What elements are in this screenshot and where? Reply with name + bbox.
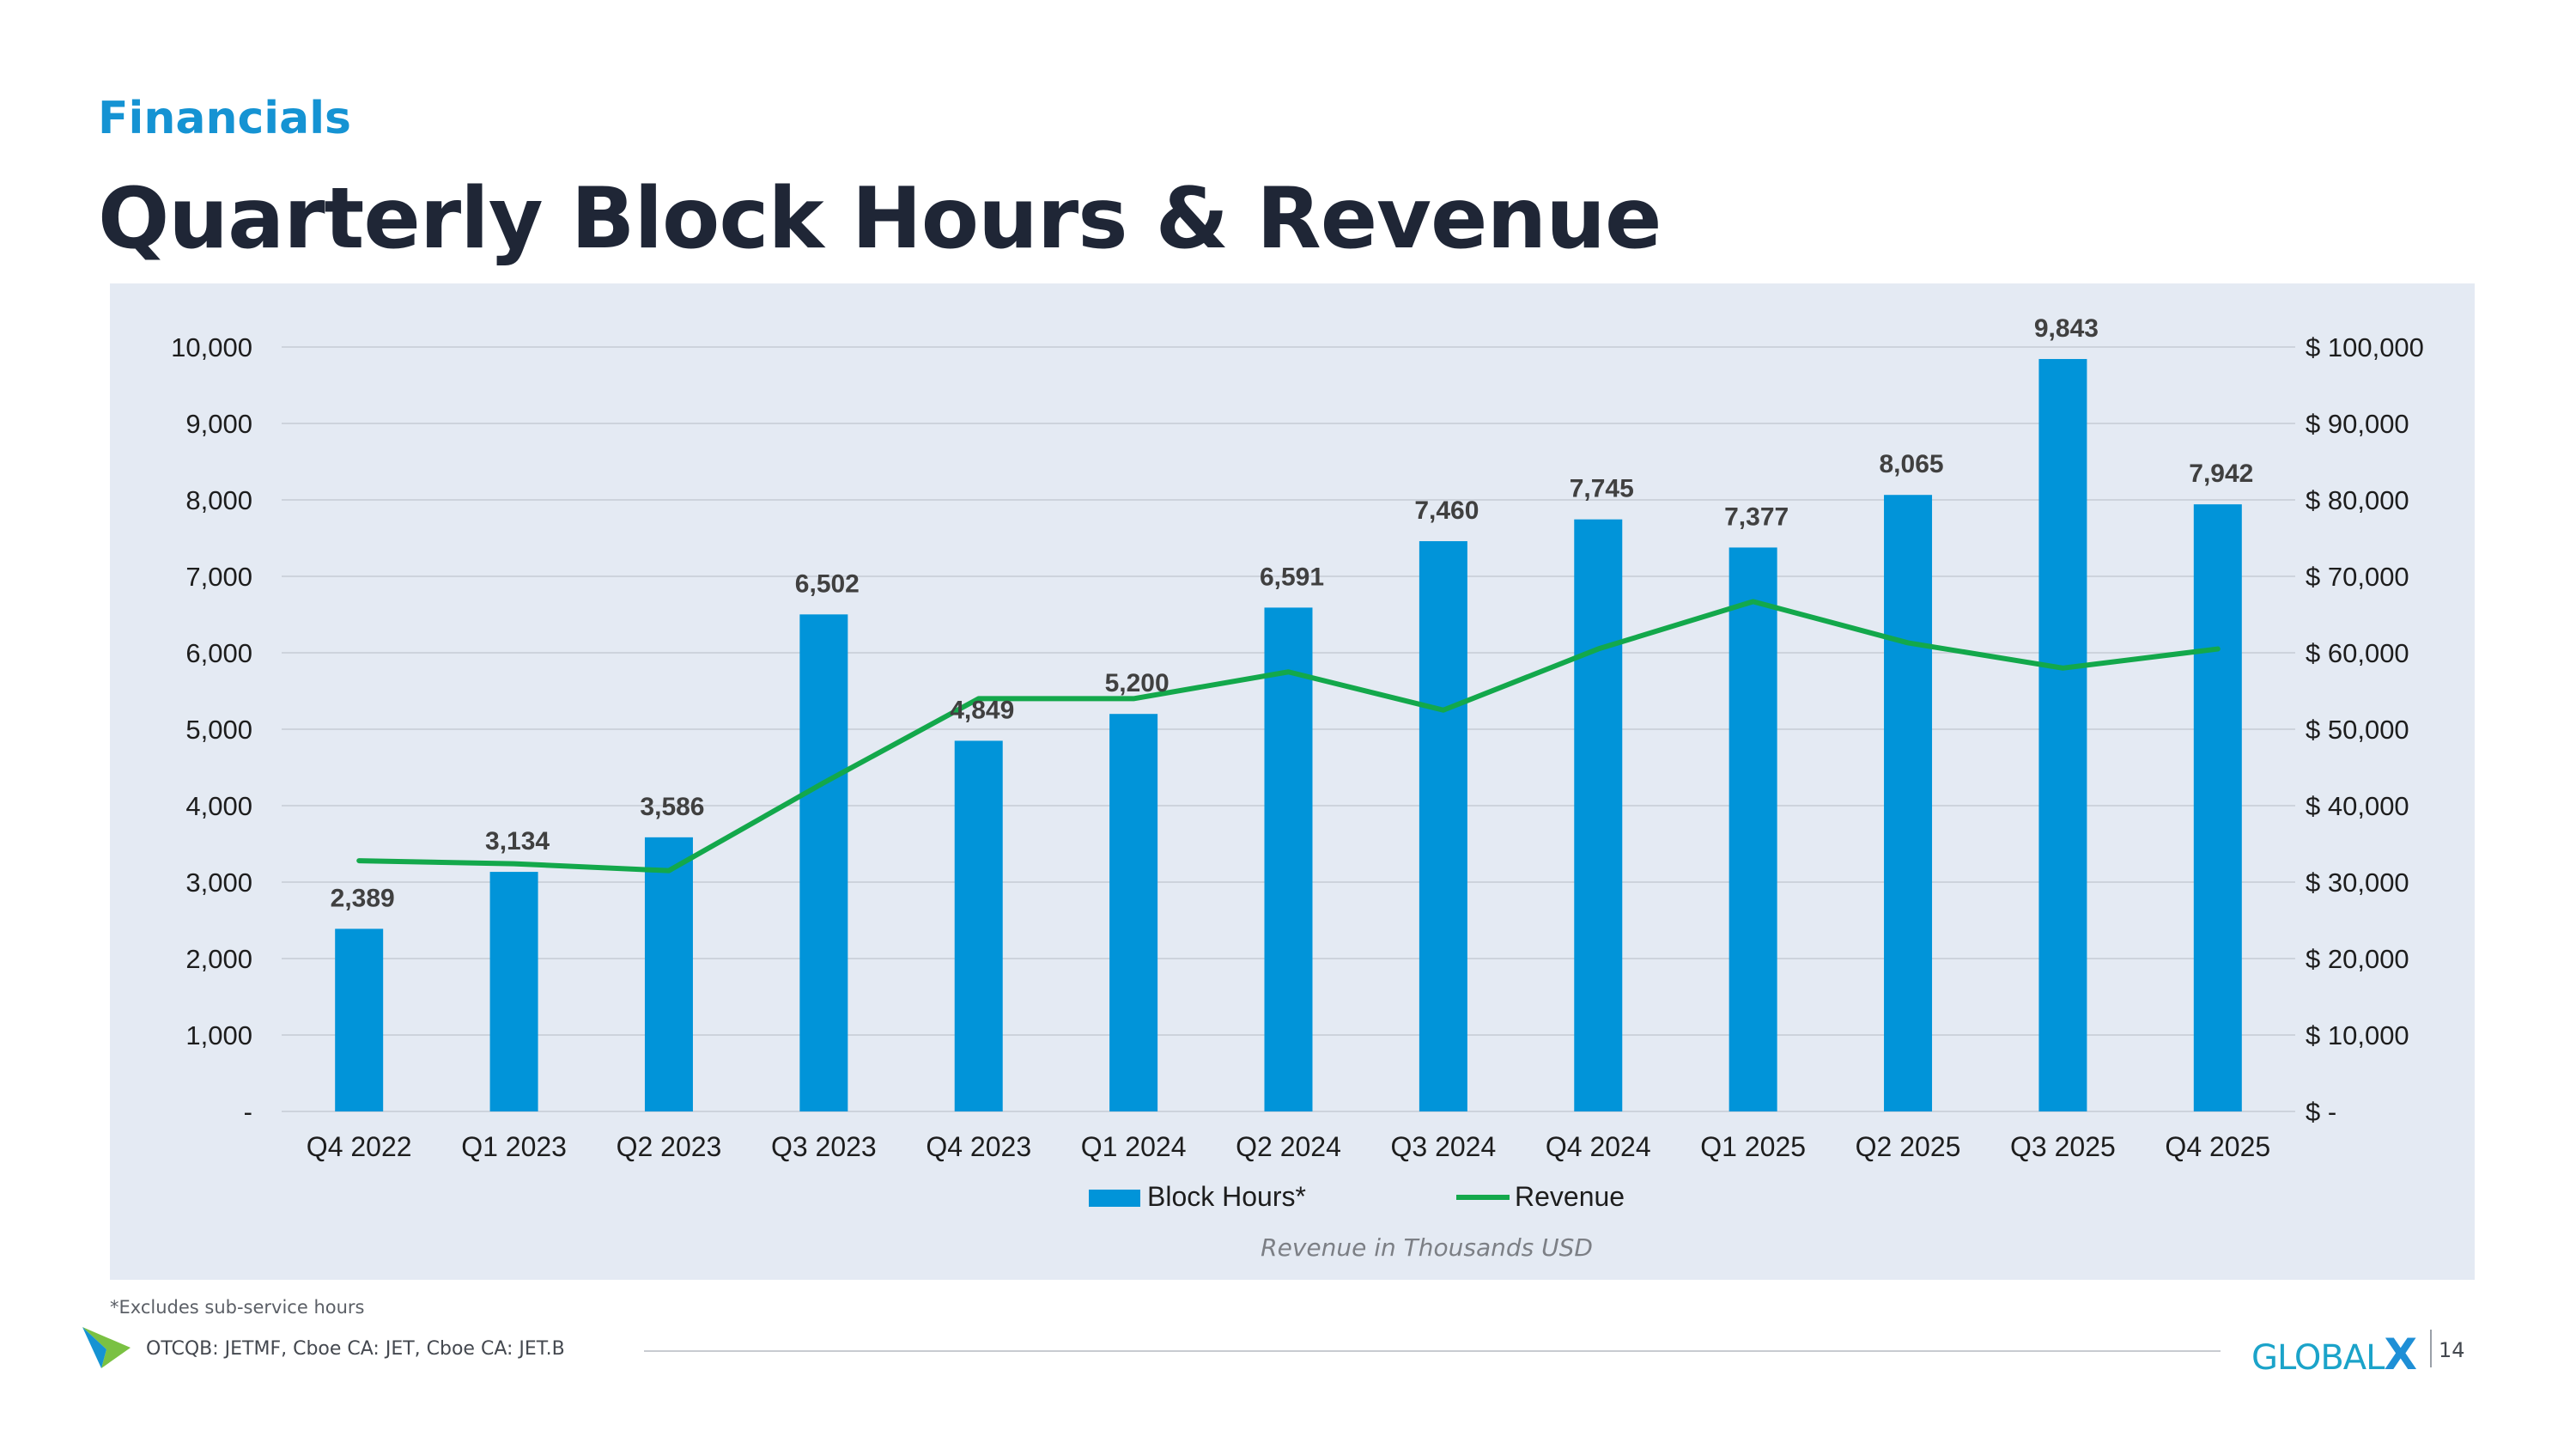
y-left-tick-label: 10,000	[171, 332, 252, 362]
x-tick-label: Q1 2023	[461, 1131, 567, 1162]
page-title: Quarterly Block Hours & Revenue	[98, 170, 1662, 268]
x-tick-label: Q1 2025	[1700, 1131, 1806, 1162]
page-number: 14	[2439, 1338, 2465, 1362]
x-tick-label: Q4 2023	[926, 1131, 1031, 1162]
bar-data-label: 7,460	[1414, 496, 1479, 525]
x-tick-label: Q3 2025	[2010, 1131, 2116, 1162]
x-tick-label: Q4 2022	[307, 1131, 412, 1162]
y-right-tick-label: $ 80,000	[2306, 485, 2409, 515]
y-right-tick-label: $ 50,000	[2306, 715, 2409, 745]
bar	[1419, 541, 1467, 1111]
y-right-tick-label: $ -	[2306, 1097, 2336, 1127]
brand-logo-x: X	[2384, 1330, 2417, 1379]
revenue-unit-note: Revenue in Thousands USD	[1261, 1233, 1593, 1262]
y-right-tick-label: $ 70,000	[2306, 562, 2409, 592]
y-right-tick-label: $ 60,000	[2306, 638, 2409, 668]
y-left-tick-label: 8,000	[185, 485, 252, 515]
x-tick-label: Q4 2024	[1546, 1131, 1651, 1162]
bar-data-label: 7,942	[2189, 460, 2253, 488]
y-left-tick-label: 6,000	[185, 638, 252, 668]
bar-data-label: 8,065	[1879, 450, 1943, 478]
bar-data-label: 2,389	[331, 884, 395, 912]
y-left-tick-label: 4,000	[185, 791, 252, 821]
brand-separator	[2430, 1330, 2432, 1367]
bar-data-label: 5,200	[1105, 669, 1170, 697]
y-right-tick-label: $ 20,000	[2306, 944, 2409, 974]
chart-panel: - 1,000 2,000 3,000 4,000 5,000 6,000 7,000 8,00…	[110, 283, 2475, 1280]
y-left-tick-label: 2,000	[185, 944, 252, 974]
x-tick-label: Q3 2023	[771, 1131, 877, 1162]
x-tick-label: Q4 2025	[2165, 1131, 2270, 1162]
y-right-tick-label: $ 30,000	[2306, 868, 2409, 898]
footnote: *Excludes sub-service hours	[110, 1297, 365, 1318]
section-kicker: Financials	[98, 93, 351, 144]
brand-logo-text: GLOBAL	[2251, 1338, 2385, 1378]
arrow-logo-icon	[82, 1327, 131, 1368]
bar	[1264, 607, 1313, 1111]
bar	[2193, 504, 2242, 1111]
brand-logo: GLOBALX	[2251, 1330, 2417, 1379]
footer-tickers: OTCQB: JETMF, Cboe CA: JET, Cboe CA: JET…	[146, 1338, 565, 1360]
y-left-tick-label: 1,000	[185, 1020, 252, 1050]
bar	[1884, 495, 1933, 1111]
y-left-tick-label: 7,000	[185, 562, 252, 592]
y-right-tick-label: $ 100,000	[2306, 332, 2424, 362]
x-tick-label: Q2 2025	[1856, 1131, 1961, 1162]
bar	[2038, 358, 2087, 1111]
legend-swatch-block-hours	[1089, 1190, 1140, 1207]
bar	[1109, 714, 1158, 1111]
x-tick-label: Q2 2023	[617, 1131, 722, 1162]
bar-data-label: 7,745	[1570, 475, 1634, 503]
y-right-tick-label: $ 10,000	[2306, 1020, 2409, 1050]
bar	[489, 872, 538, 1111]
bar	[335, 928, 384, 1111]
bar-data-label: 3,586	[640, 793, 704, 821]
bar-data-label: 6,502	[795, 569, 860, 598]
bar	[799, 614, 848, 1111]
revenue-line	[356, 599, 2221, 874]
x-tick-label: Q1 2024	[1081, 1131, 1187, 1162]
x-tick-label: Q3 2024	[1391, 1131, 1497, 1162]
combo-chart: - 1,000 2,000 3,000 4,000 5,000 6,000 7,000 8,00…	[171, 314, 2424, 1212]
bar-data-label: 7,377	[1724, 502, 1789, 531]
y-left-tick-label: 9,000	[185, 409, 252, 439]
bar	[644, 837, 693, 1111]
y-right-tick-label: $ 40,000	[2306, 791, 2409, 821]
footer-divider	[644, 1350, 2221, 1352]
bar	[1574, 519, 1623, 1111]
bar-data-label: 9,843	[2034, 314, 2099, 343]
bar-data-label: 3,134	[485, 827, 550, 855]
y-left-tick-label: 5,000	[185, 715, 252, 745]
bar-data-label: 6,591	[1260, 563, 1324, 591]
bar-data-label: 4,849	[950, 696, 1014, 724]
y-right-tick-label: $ 90,000	[2306, 409, 2409, 439]
bar	[954, 740, 1003, 1111]
legend-label-block-hours: Block Hours*	[1147, 1181, 1306, 1212]
bar	[1728, 547, 1777, 1111]
x-tick-label: Q2 2024	[1236, 1131, 1341, 1162]
y-left-tick-label: -	[244, 1097, 252, 1127]
y-left-tick-label: 3,000	[185, 868, 252, 898]
legend-label-revenue: Revenue	[1515, 1181, 1625, 1212]
